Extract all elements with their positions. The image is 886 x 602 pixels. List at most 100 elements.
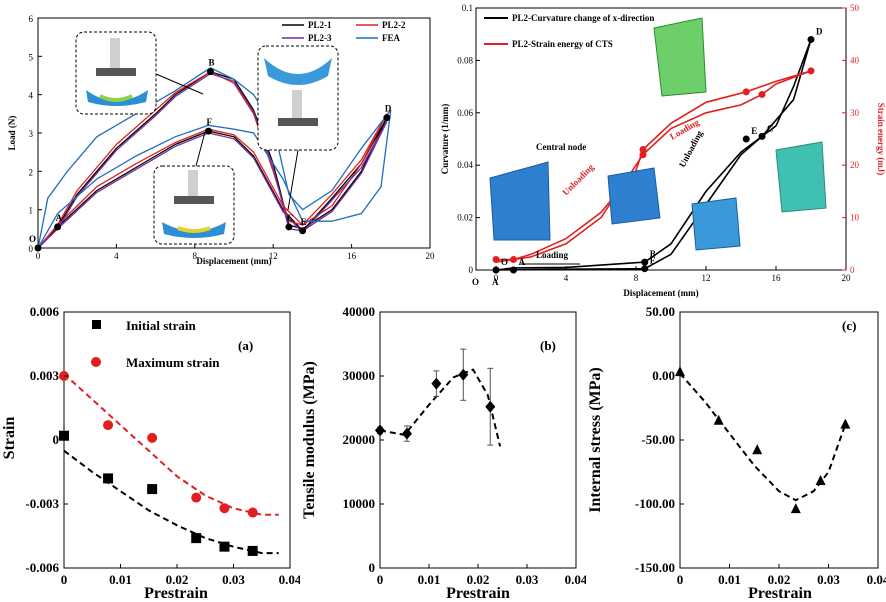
series-line-pl2-3-unloading xyxy=(37,121,388,249)
y-tick-label: 0.00 xyxy=(652,368,675,383)
y-axis-label: Load (N) xyxy=(7,116,17,151)
data-point xyxy=(191,492,202,503)
data-point xyxy=(147,484,158,495)
series-line-pl2-2-loading xyxy=(37,70,388,249)
series-line-pl2-3-loading xyxy=(37,72,388,249)
point-b xyxy=(206,68,214,76)
y-tick-label: -50.00 xyxy=(641,432,675,447)
x-extra-label-o: O xyxy=(472,277,479,287)
x-tick-label: 0 xyxy=(36,251,41,261)
x-tick-label: 0.03 xyxy=(516,572,539,587)
x-axis-label: Displacement (mm) xyxy=(623,288,698,298)
x-tick-label: 0.02 xyxy=(467,572,490,587)
data-point xyxy=(431,377,442,390)
point-label-b: B xyxy=(650,249,656,259)
stress-chart: 0 0.01 0.02 0.03 0.04 -150.00 -100.00 -50.00 0.… xyxy=(587,304,886,602)
y-axis-label: Tensile modulus (MPa) xyxy=(301,361,318,519)
x-tick-label: 12 xyxy=(269,251,278,261)
render-f xyxy=(691,197,741,251)
x-tick-label: 0.01 xyxy=(109,572,132,587)
render-b xyxy=(607,167,661,225)
x-tick-label: 0 xyxy=(494,273,499,283)
y-tick-label: -0.003 xyxy=(25,496,59,511)
x-tick-label: 0.04 xyxy=(279,572,300,587)
data-point xyxy=(401,427,412,440)
y-tick-label: 1 xyxy=(29,206,34,216)
y-tick-label: 10000 xyxy=(343,496,376,511)
point-d xyxy=(807,35,815,43)
y-axis-label: Internal stress (MPa) xyxy=(587,367,604,512)
y-axis-label: Curvature (1/mm) xyxy=(440,104,450,175)
point-e xyxy=(299,227,307,235)
energy-point xyxy=(639,145,647,153)
render-e xyxy=(653,17,707,97)
legend-entry-1: Initial strain xyxy=(126,318,196,333)
y-right-tick-label: 30 xyxy=(850,108,860,118)
y-right-tick-label: 0 xyxy=(850,265,855,275)
x-axis-label: Prestrain xyxy=(748,585,812,602)
y-tick-label: 0.003 xyxy=(30,368,60,383)
legend-entry-4: FEA xyxy=(382,33,401,43)
trend-line-0 xyxy=(679,372,847,502)
x-tick-label: 12 xyxy=(702,273,711,283)
annotation-central-node: Central node xyxy=(536,142,586,152)
y-tick-label: 3 xyxy=(29,129,34,139)
render-a xyxy=(489,161,551,241)
y-tick-label: 0.06 xyxy=(457,108,473,118)
energy-point xyxy=(639,151,647,159)
y-tick-label: -150.00 xyxy=(635,560,675,575)
y-tick-label: 0.006 xyxy=(30,304,60,319)
trend-line-1 xyxy=(63,373,279,516)
inset-c-image xyxy=(257,45,339,151)
data-point xyxy=(713,414,724,425)
x-tick-label: 0.04 xyxy=(867,572,886,587)
point-label-a: A xyxy=(519,257,526,267)
y-tick-label: 0 xyxy=(469,265,474,275)
x-tick-label: 0.02 xyxy=(768,572,791,587)
y-right-tick-label: 40 xyxy=(850,55,860,65)
legend-entry-2: PL2-2 xyxy=(382,20,406,30)
legend: Initial strain Maximum strain xyxy=(91,318,220,370)
y-tick-label: 40000 xyxy=(343,304,376,319)
y-tick-label: 4 xyxy=(29,91,34,101)
x-tick-label: 0.04 xyxy=(565,572,586,587)
point-label-e: E xyxy=(751,126,757,136)
point-label-e: E xyxy=(301,217,307,227)
energy-point xyxy=(807,67,815,75)
series-line-fea-loading xyxy=(37,67,392,249)
data-point xyxy=(59,430,69,441)
data-point xyxy=(147,432,158,443)
y-tick-label: 0.1 xyxy=(462,3,473,13)
data-point xyxy=(219,503,230,514)
x-tick-label: 20 xyxy=(426,251,436,261)
x-tick-label: 0 xyxy=(61,572,68,587)
x-tick-label: 20 xyxy=(842,273,852,283)
x-axis-label: Displacement (mm) xyxy=(196,256,271,266)
panel-label: (b) xyxy=(540,338,556,353)
series-line-fea-unloading xyxy=(37,109,392,249)
y-tick-label: 0 xyxy=(369,560,376,575)
series-line-right-unloading xyxy=(495,70,812,263)
data-point xyxy=(790,503,801,514)
point-label-b: B xyxy=(208,58,214,68)
data-point xyxy=(247,507,258,518)
series-line-pl2-2-unloading xyxy=(37,113,388,249)
x-tick-label: 0.03 xyxy=(817,572,840,587)
x-tick-label: 0 xyxy=(377,572,384,587)
energy-point xyxy=(758,90,766,98)
data-point xyxy=(375,424,385,437)
y-tick-label: 0.08 xyxy=(457,55,473,65)
point-label-d: D xyxy=(816,26,823,36)
data-point xyxy=(675,366,685,377)
x-tick-label: 0.03 xyxy=(222,572,245,587)
y-axis-label-right: Strain energy (mJ) xyxy=(876,103,886,175)
y-tick-label: -0.006 xyxy=(25,560,59,575)
point-label-o: O xyxy=(29,234,36,244)
inset-f-image xyxy=(153,165,235,245)
point-c xyxy=(758,132,766,140)
x-tick-label: 16 xyxy=(347,251,357,261)
x-axis-label: Prestrain xyxy=(446,585,510,602)
render-c xyxy=(775,141,827,213)
y-tick-label: 30000 xyxy=(343,368,376,383)
